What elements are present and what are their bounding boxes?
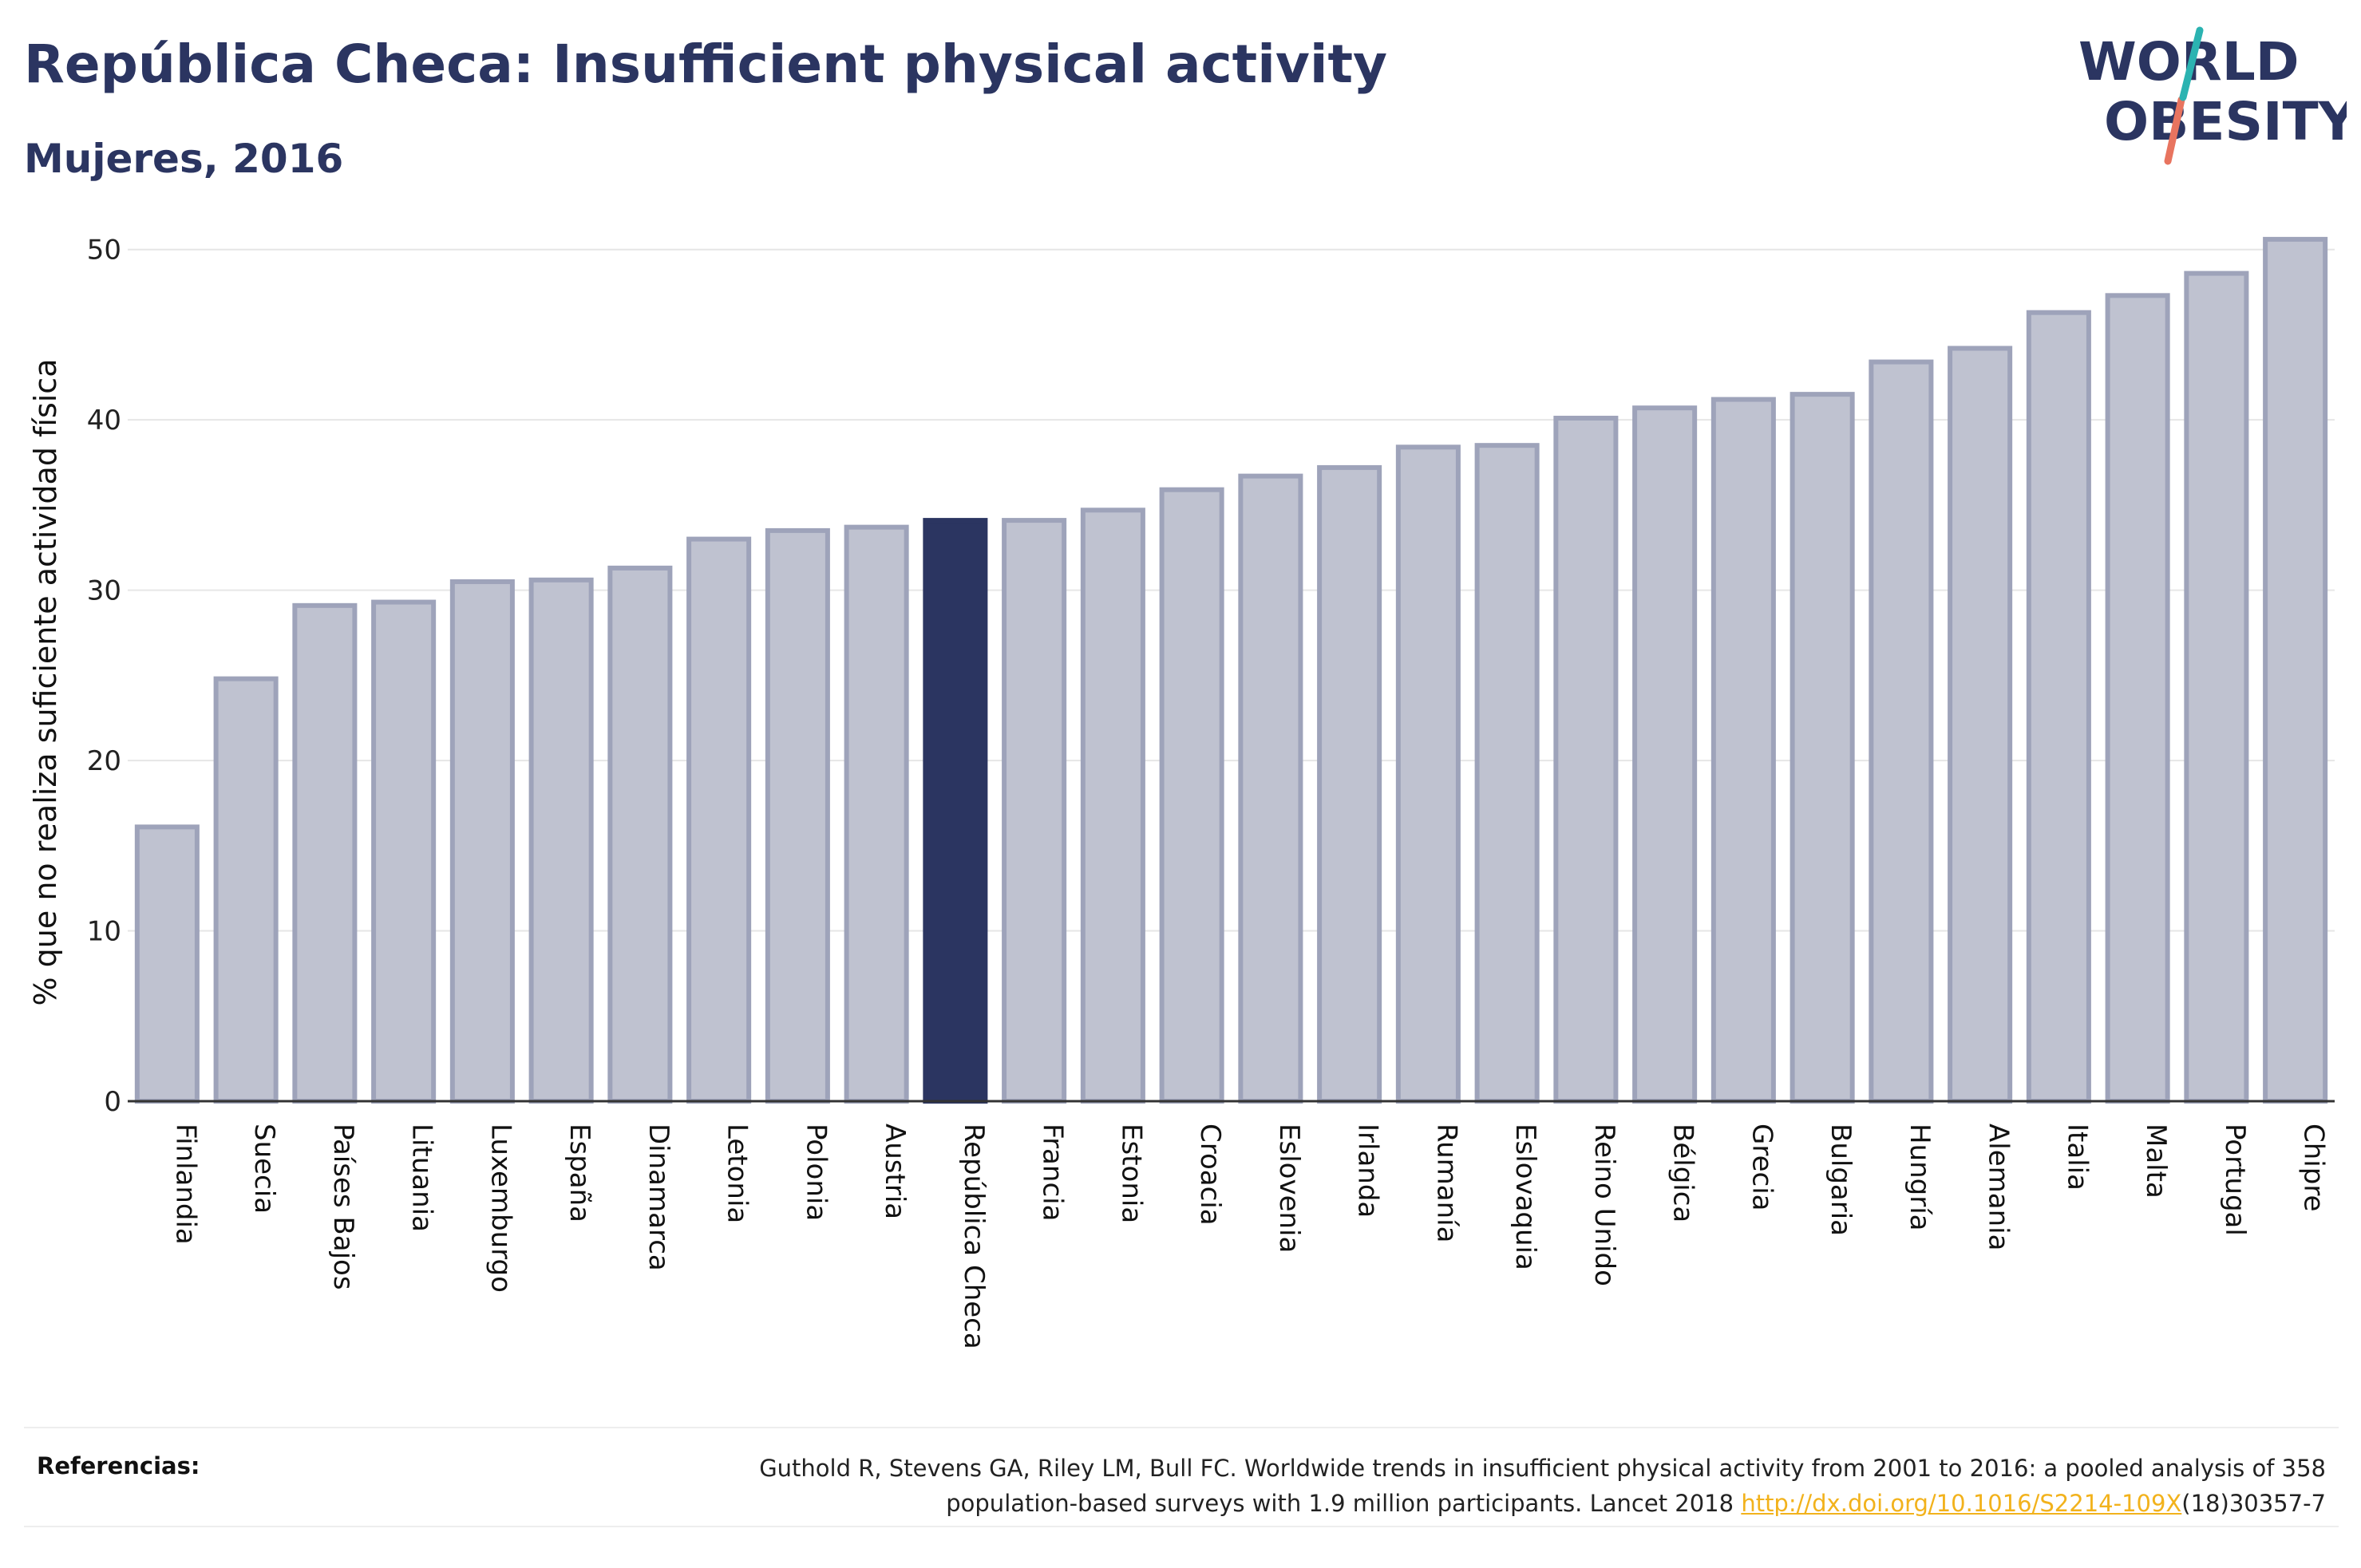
bar-francia <box>1002 518 1067 1104</box>
bar-estonia <box>1080 508 1145 1104</box>
bar-pa-ses-bajos <box>292 602 358 1104</box>
bar-luxemburgo <box>449 579 515 1104</box>
bar-chipre <box>2263 236 2328 1104</box>
bar-austria <box>844 524 909 1104</box>
bar-ruman-a <box>1395 444 1461 1104</box>
x-category-label: Países Bajos <box>327 1124 359 1290</box>
x-category-label: España <box>564 1124 595 1222</box>
references-section: Referencias: Guthold R, Stevens GA, Rile… <box>24 1427 2339 1527</box>
y-axis-ticks: 0 10 20 30 40 50 <box>87 235 121 1118</box>
logo-line2: OBESITY <box>2104 91 2347 152</box>
x-category-label: Finlandia <box>169 1124 201 1245</box>
logo-slash-coral <box>2164 96 2185 165</box>
bar-italia <box>2026 310 2091 1104</box>
x-category-label: Croacia <box>1194 1124 1226 1226</box>
x-category-label: Bélgica <box>1667 1124 1699 1222</box>
x-category-label: Grecia <box>1746 1124 1778 1211</box>
y-tick-label: 20 <box>87 745 121 777</box>
y-tick-label: 10 <box>87 916 121 948</box>
x-category-label: Polonia <box>800 1124 832 1221</box>
logo-slash-teal <box>2179 26 2204 101</box>
bar-grecia <box>1710 397 1776 1104</box>
x-category-label: Reino Unido <box>1588 1124 1620 1286</box>
references-line2: population-based surveys with 1.9 millio… <box>946 1490 1742 1517</box>
x-category-label: Estonia <box>1115 1124 1147 1223</box>
references-line1: Guthold R, Stevens GA, Riley LM, Bull FC… <box>759 1455 2326 1482</box>
x-category-label: Austria <box>879 1124 911 1219</box>
bar-polonia <box>765 527 830 1104</box>
bar-hungr-a <box>1869 359 1934 1104</box>
x-category-label: Irlanda <box>1352 1124 1384 1218</box>
bar-finlandia <box>134 824 200 1104</box>
x-category-label: Suecia <box>248 1124 280 1214</box>
x-axis-labels: Finlandia Suecia Países Bajos Lituania Luxem… <box>169 1124 2329 1349</box>
bar-reino-unido <box>1553 416 1619 1104</box>
x-category-label: Dinamarca <box>643 1124 674 1271</box>
bar-alemania <box>1948 346 2013 1104</box>
bar-espa-a <box>528 577 594 1104</box>
bar-rep-blica-checa <box>923 518 988 1104</box>
x-category-label: Eslovenia <box>1273 1124 1305 1253</box>
y-axis-title: % que no realiza suficiente actividad fí… <box>28 359 63 1006</box>
x-category-label: República Checa <box>958 1124 990 1349</box>
x-category-label: Eslovaquia <box>1509 1124 1541 1270</box>
x-category-label: Hungría <box>1904 1124 1936 1231</box>
x-category-label: Alemania <box>1983 1124 2015 1250</box>
y-tick-label: 40 <box>87 405 121 436</box>
x-category-label: Chipre <box>2298 1124 2330 1211</box>
bar-eslovaquia <box>1474 443 1540 1104</box>
bar-b-lgica <box>1632 405 1698 1104</box>
bar-suecia <box>213 676 279 1104</box>
bar-dinamarca <box>607 565 673 1104</box>
bar-eslovenia <box>1238 473 1303 1104</box>
bar-malta <box>2105 293 2170 1104</box>
x-category-label: Letonia <box>722 1124 753 1223</box>
bar-lituania <box>371 599 437 1104</box>
world-obesity-logo: WORLD OBESITY <box>2078 26 2347 165</box>
x-category-label: Malta <box>2140 1124 2172 1199</box>
x-category-label: Bulgaria <box>1825 1124 1857 1236</box>
doi-link[interactable]: http://dx.doi.org/10.1016/S2214-109X <box>1741 1490 2182 1517</box>
references-text: Guthold R, Stevens GA, Riley LM, Bull FC… <box>410 1451 2326 1521</box>
y-tick-label: 0 <box>104 1086 121 1118</box>
references-label: Referencias: <box>37 1452 200 1479</box>
bar-chart: 0 10 20 30 40 50 Finlandia Suecia Países Bajos L… <box>28 235 2335 1349</box>
bar-irlanda <box>1317 464 1382 1104</box>
bars <box>134 236 2328 1104</box>
y-tick-label: 30 <box>87 575 121 607</box>
page-title: República Checa: Insufficient physical a… <box>24 34 1388 95</box>
x-category-label: Luxemburgo <box>484 1124 516 1293</box>
x-category-label: Lituania <box>406 1124 438 1232</box>
bar-portugal <box>2184 271 2249 1104</box>
x-category-label: Francia <box>1037 1124 1069 1221</box>
x-category-label: Rumanía <box>1430 1124 1462 1242</box>
bar-bulgaria <box>1790 392 1855 1104</box>
y-tick-label: 50 <box>87 235 121 267</box>
x-category-label: Portugal <box>2219 1124 2251 1236</box>
bar-croacia <box>1159 487 1224 1104</box>
bar-letonia <box>686 536 752 1104</box>
page-subtitle: Mujeres, 2016 <box>24 136 344 182</box>
x-category-label: Italia <box>2061 1124 2093 1191</box>
references-line2-end: (18)30357-7 <box>2181 1490 2326 1517</box>
